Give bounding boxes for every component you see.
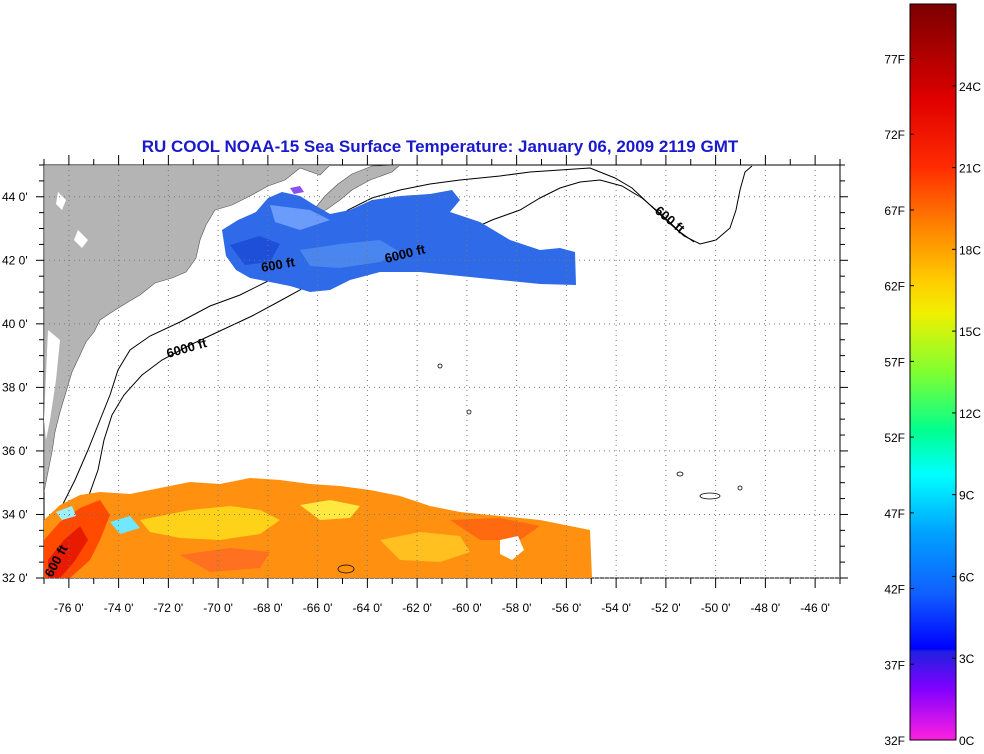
lon-tick-label: -58 0': [502, 601, 532, 615]
colorbar-f-label: 47F: [884, 507, 905, 521]
colorbar-c-label: 0C: [959, 734, 975, 748]
axis-ticks: -76 0' -74 0' -72 0' -70 0' -68 0' -66 0' -64 …: [2, 155, 848, 615]
colorbar-c-label: 21C: [959, 162, 981, 176]
lon-tick-label: -60 0': [452, 601, 482, 615]
lon-tick-label: -62 0': [402, 601, 432, 615]
colorbar-f-label: 32F: [884, 734, 905, 748]
colorbar: [909, 3, 957, 741]
map-title: RU COOL NOAA-15 Sea Surface Temperature:…: [141, 137, 739, 156]
colorbar-f-label: 67F: [884, 204, 905, 218]
lon-tick-label: -66 0': [303, 601, 333, 615]
lon-tick-label: -52 0': [651, 601, 681, 615]
colorbar-f-label: 72F: [884, 128, 905, 142]
colorbar-c-label: 18C: [959, 243, 981, 257]
colorbar-f-label: 52F: [884, 431, 905, 445]
colorbar-f-label: 42F: [884, 583, 905, 597]
lat-tick-label: 40 0': [2, 317, 28, 331]
colorbar-c-label: 3C: [959, 652, 975, 666]
lon-tick-label: -72 0': [154, 601, 184, 615]
lon-tick-label: -68 0': [253, 601, 283, 615]
colorbar-f-label: 37F: [884, 658, 905, 672]
colorbar-c-label: 24C: [959, 80, 981, 94]
colorbar-c-label: 6C: [959, 570, 975, 584]
contour-label: 600 ft: [260, 254, 297, 275]
lon-tick-label: -74 0': [104, 601, 134, 615]
lon-tick-label: -64 0': [353, 601, 383, 615]
lat-tick-label: 34 0': [2, 507, 28, 521]
colorbar-f-label: 77F: [884, 53, 905, 67]
land-mass: [44, 165, 331, 493]
contour-600ft: [44, 165, 753, 546]
colorbar-f-label: 57F: [884, 355, 905, 369]
lat-tick-label: 36 0': [2, 444, 28, 458]
lon-tick-label: -76 0': [54, 601, 84, 615]
lat-tick-label: 42 0': [2, 253, 28, 267]
lat-tick-label: 32 0': [2, 571, 28, 585]
colorbar-c-label: 9C: [959, 489, 975, 503]
colorbar-labels: 77F 72F 67F 62F 57F 52F 47F 42F 37F 32F 24C 21C 18C 1…: [884, 53, 981, 748]
colorbar-c-label: 12C: [959, 407, 981, 421]
lon-tick-label: -70 0': [203, 601, 233, 615]
lat-tick-label: 44 0': [2, 190, 28, 204]
lon-tick-label: -56 0': [552, 601, 582, 615]
lon-tick-label: -48 0': [751, 601, 781, 615]
lon-tick-label: -54 0': [601, 601, 631, 615]
colorbar-c-label: 15C: [959, 325, 981, 339]
lon-tick-label: -50 0': [701, 601, 731, 615]
lat-tick-label: 38 0': [2, 380, 28, 394]
lon-tick-label: -46 0': [800, 601, 830, 615]
colorbar-f-label: 62F: [884, 280, 905, 294]
nova-scotia: [311, 165, 401, 213]
